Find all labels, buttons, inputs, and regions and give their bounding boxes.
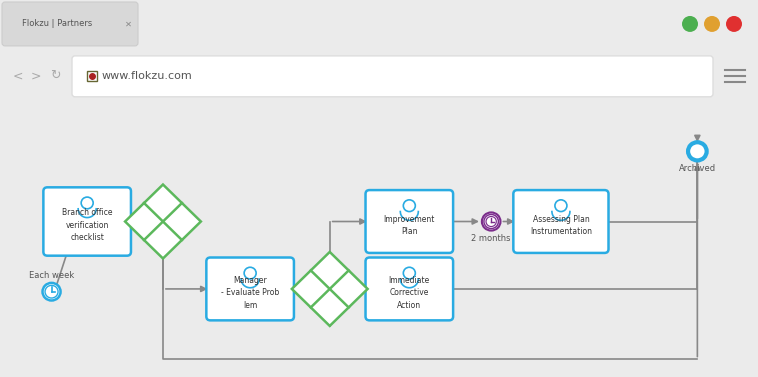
- FancyBboxPatch shape: [43, 187, 131, 256]
- Text: everything is OK: everything is OK: [58, 234, 121, 244]
- Text: something wrong: something wrong: [55, 207, 121, 216]
- Circle shape: [688, 142, 706, 160]
- Circle shape: [482, 212, 500, 231]
- Text: <: <: [13, 69, 23, 82]
- Text: ↻: ↻: [50, 69, 60, 82]
- FancyBboxPatch shape: [365, 190, 453, 253]
- FancyBboxPatch shape: [2, 2, 138, 46]
- Text: Immediate
Corrective
Action: Immediate Corrective Action: [389, 276, 430, 310]
- FancyBboxPatch shape: [513, 190, 609, 253]
- Circle shape: [484, 215, 499, 228]
- Circle shape: [726, 16, 742, 32]
- Polygon shape: [125, 184, 201, 259]
- Circle shape: [682, 16, 698, 32]
- FancyBboxPatch shape: [72, 56, 713, 97]
- Circle shape: [486, 216, 496, 227]
- Text: >: >: [31, 69, 41, 82]
- FancyBboxPatch shape: [365, 257, 453, 320]
- Text: Improvement
Plan: Improvement Plan: [384, 215, 435, 236]
- Circle shape: [42, 283, 61, 300]
- Text: Archived: Archived: [679, 164, 716, 173]
- FancyBboxPatch shape: [206, 257, 294, 320]
- Text: Assessing Plan
Instrumentation: Assessing Plan Instrumentation: [530, 215, 592, 236]
- Text: www.flokzu.com: www.flokzu.com: [102, 71, 193, 81]
- Circle shape: [704, 16, 720, 32]
- Text: 2 months: 2 months: [471, 234, 511, 244]
- Text: Manager
- Evaluate Prob
lem: Manager - Evaluate Prob lem: [221, 276, 279, 310]
- Circle shape: [45, 285, 58, 298]
- Text: Flokzu | Partners: Flokzu | Partners: [22, 20, 92, 28]
- Text: Branch office
verification
checklist: Branch office verification checklist: [62, 208, 112, 242]
- Text: Each week: Each week: [29, 271, 74, 280]
- Text: ✕: ✕: [124, 20, 131, 28]
- Polygon shape: [292, 252, 368, 326]
